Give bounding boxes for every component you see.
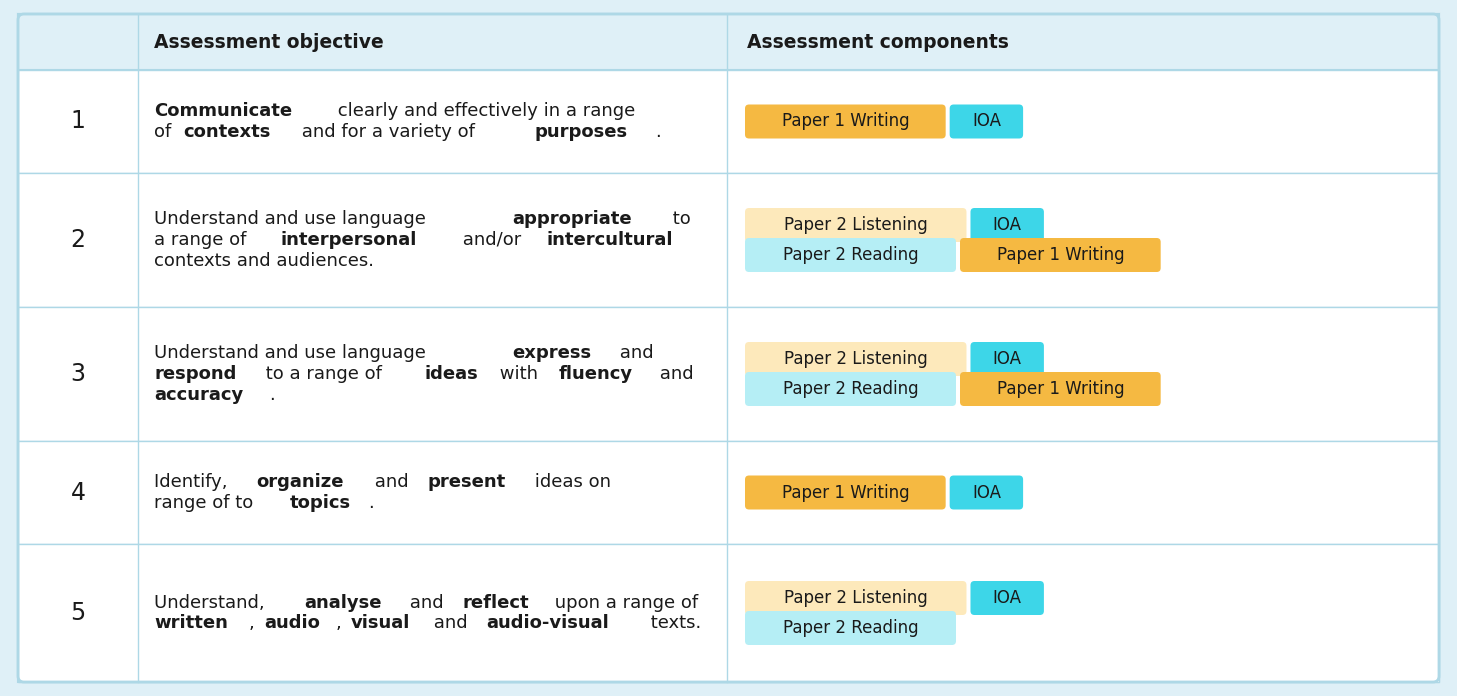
FancyBboxPatch shape xyxy=(970,342,1043,376)
Text: contexts: contexts xyxy=(184,123,271,141)
Text: appropriate: appropriate xyxy=(513,210,632,228)
FancyBboxPatch shape xyxy=(745,208,966,242)
Text: and for a variety of: and for a variety of xyxy=(296,123,481,141)
Text: range of to: range of to xyxy=(154,494,259,512)
Text: organize: organize xyxy=(256,473,344,491)
Text: and/or: and/or xyxy=(456,231,526,249)
Text: ideas: ideas xyxy=(425,365,479,383)
Text: 5: 5 xyxy=(70,601,86,625)
Text: .: . xyxy=(270,386,275,404)
Text: fluency: fluency xyxy=(558,365,632,383)
Text: written: written xyxy=(154,615,227,633)
Text: Paper 2 Listening: Paper 2 Listening xyxy=(784,216,928,234)
Text: with: with xyxy=(494,365,543,383)
Text: to: to xyxy=(667,210,691,228)
Text: ideas on: ideas on xyxy=(529,473,610,491)
FancyBboxPatch shape xyxy=(950,104,1023,139)
FancyBboxPatch shape xyxy=(970,581,1043,615)
Text: .: . xyxy=(369,494,374,512)
Text: Assessment components: Assessment components xyxy=(747,33,1008,52)
Text: 1: 1 xyxy=(70,109,86,134)
FancyBboxPatch shape xyxy=(745,238,956,272)
FancyBboxPatch shape xyxy=(745,475,946,509)
Text: Paper 2 Listening: Paper 2 Listening xyxy=(784,589,928,607)
Text: and: and xyxy=(615,344,654,362)
Text: interpersonal: interpersonal xyxy=(281,231,417,249)
Text: accuracy: accuracy xyxy=(154,386,243,404)
Text: of: of xyxy=(154,123,176,141)
Bar xyxy=(17,70,1440,173)
Text: Paper 1 Writing: Paper 1 Writing xyxy=(997,246,1125,264)
Text: Paper 1 Writing: Paper 1 Writing xyxy=(997,380,1125,398)
Text: contexts and audiences.: contexts and audiences. xyxy=(154,252,374,270)
Text: reflect: reflect xyxy=(463,594,529,612)
Text: 3: 3 xyxy=(70,362,86,386)
Text: IOA: IOA xyxy=(992,350,1021,368)
Text: ,: , xyxy=(249,615,261,633)
Text: and: and xyxy=(404,594,450,612)
Text: .: . xyxy=(654,123,660,141)
Text: Communicate: Communicate xyxy=(154,102,291,120)
Text: texts.: texts. xyxy=(644,615,701,633)
Text: and: and xyxy=(428,615,474,633)
Text: IOA: IOA xyxy=(972,484,1001,502)
Text: analyse: analyse xyxy=(305,594,382,612)
Text: visual: visual xyxy=(351,615,411,633)
FancyBboxPatch shape xyxy=(960,238,1161,272)
Bar xyxy=(17,307,1440,441)
Text: present: present xyxy=(428,473,506,491)
Text: a range of: a range of xyxy=(154,231,252,249)
FancyBboxPatch shape xyxy=(970,208,1043,242)
Text: express: express xyxy=(513,344,592,362)
FancyBboxPatch shape xyxy=(745,104,946,139)
Text: topics: topics xyxy=(290,494,351,512)
Text: clearly and effectively in a range: clearly and effectively in a range xyxy=(332,102,635,120)
Text: Paper 2 Reading: Paper 2 Reading xyxy=(782,619,918,637)
Bar xyxy=(17,173,1440,307)
Text: respond: respond xyxy=(154,365,236,383)
Text: Assessment objective: Assessment objective xyxy=(154,33,383,52)
Text: IOA: IOA xyxy=(992,216,1021,234)
Text: Identify,: Identify, xyxy=(154,473,233,491)
Text: Paper 2 Reading: Paper 2 Reading xyxy=(782,380,918,398)
Text: 2: 2 xyxy=(70,228,86,252)
Text: to a range of: to a range of xyxy=(261,365,388,383)
FancyBboxPatch shape xyxy=(960,372,1161,406)
Text: Understand,: Understand, xyxy=(154,594,271,612)
Bar xyxy=(17,14,1440,70)
Text: and: and xyxy=(369,473,415,491)
Text: purposes: purposes xyxy=(535,123,628,141)
FancyBboxPatch shape xyxy=(745,581,966,615)
Text: IOA: IOA xyxy=(972,113,1001,131)
Text: audio: audio xyxy=(264,615,321,633)
Text: ,: , xyxy=(337,615,348,633)
Text: 4: 4 xyxy=(70,480,86,505)
Text: audio-visual: audio-visual xyxy=(487,615,609,633)
Text: upon a range of: upon a range of xyxy=(549,594,698,612)
FancyBboxPatch shape xyxy=(950,475,1023,509)
Bar xyxy=(17,441,1440,544)
FancyBboxPatch shape xyxy=(745,372,956,406)
Bar xyxy=(17,544,1440,682)
FancyBboxPatch shape xyxy=(745,611,956,645)
Text: intercultural: intercultural xyxy=(546,231,673,249)
Text: and: and xyxy=(654,365,694,383)
Text: IOA: IOA xyxy=(992,589,1021,607)
Text: Understand and use language: Understand and use language xyxy=(154,210,431,228)
Text: Paper 2 Reading: Paper 2 Reading xyxy=(782,246,918,264)
Text: Paper 2 Listening: Paper 2 Listening xyxy=(784,350,928,368)
FancyBboxPatch shape xyxy=(745,342,966,376)
Text: Paper 1 Writing: Paper 1 Writing xyxy=(781,113,909,131)
Text: Understand and use language: Understand and use language xyxy=(154,344,431,362)
Text: Paper 1 Writing: Paper 1 Writing xyxy=(781,484,909,502)
